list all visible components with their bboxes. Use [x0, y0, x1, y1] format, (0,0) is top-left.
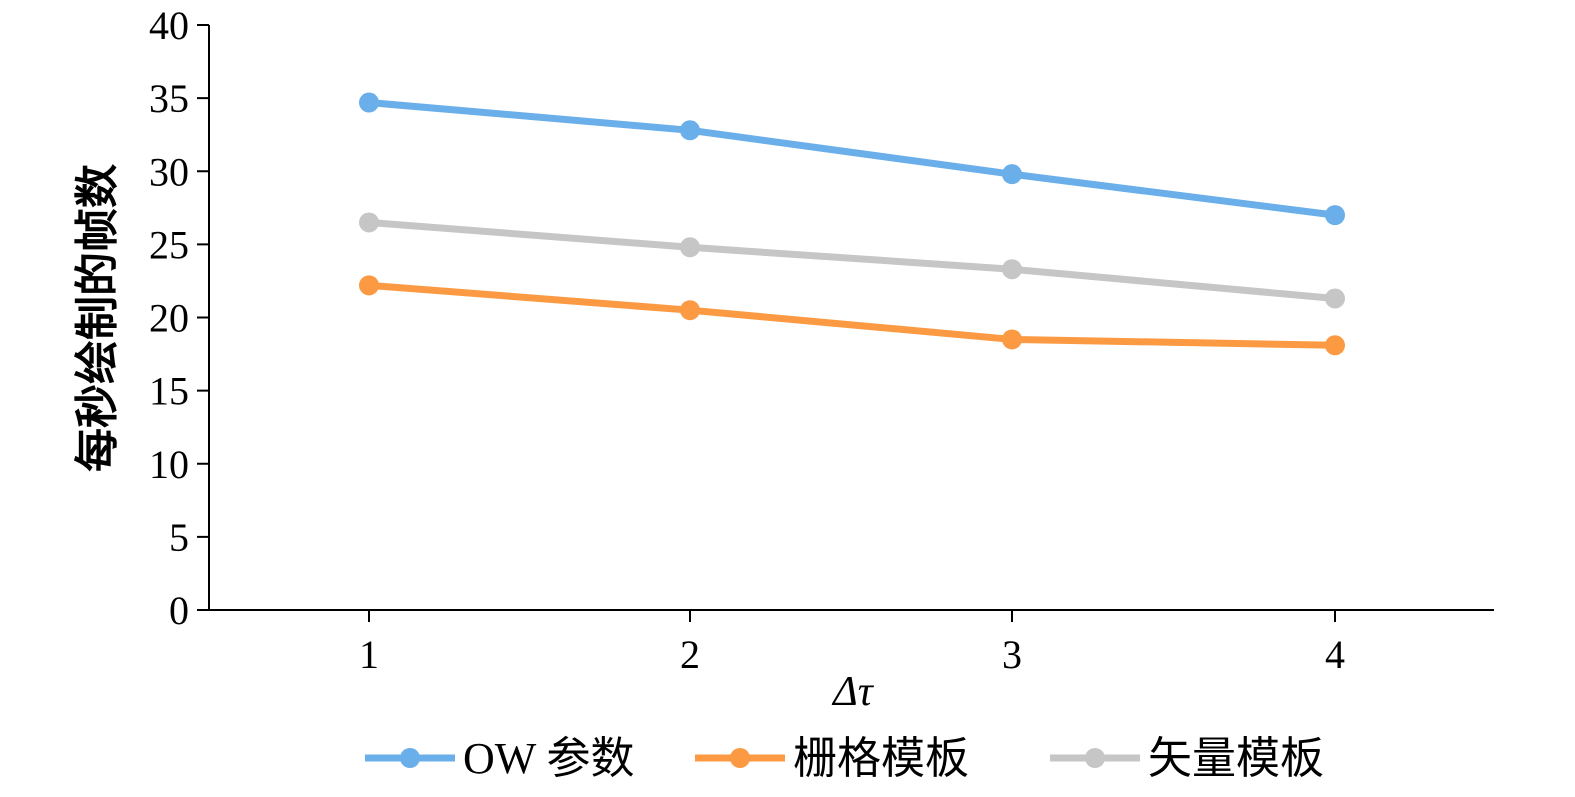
y-tick-label: 35 [149, 76, 189, 121]
legend-marker [1085, 748, 1105, 768]
y-tick-label: 5 [169, 515, 189, 560]
data-point [359, 92, 379, 113]
series-1 [359, 92, 1345, 226]
data-point [1325, 288, 1345, 309]
data-point [680, 237, 700, 258]
data-point [1325, 335, 1345, 356]
x-tick-label: 1 [359, 632, 379, 677]
series-2 [359, 275, 1345, 356]
data-point [680, 300, 700, 321]
series-3 [359, 212, 1345, 309]
legend-item: OW 参数 [365, 734, 635, 783]
legend-label: OW 参数 [463, 734, 635, 783]
y-axis-title: 每秒绘制的帧数 [73, 164, 122, 472]
y-ticks: 0 5 10 15 20 25 30 35 40 [149, 3, 209, 633]
legend-label: 矢量模板 [1148, 734, 1324, 783]
legend-label: 栅格模板 [793, 734, 969, 783]
legend-item: 栅格模板 [695, 734, 969, 783]
y-tick-label: 0 [169, 588, 189, 633]
x-axis-title: Δτ [831, 669, 875, 715]
y-tick-label: 25 [149, 222, 189, 267]
y-tick-label: 15 [149, 369, 189, 414]
x-ticks: 1 2 3 4 [359, 610, 1345, 677]
data-point [359, 275, 379, 296]
x-tick-label: 4 [1325, 632, 1345, 677]
y-tick-label: 20 [149, 296, 189, 341]
y-tick-label: 10 [149, 442, 189, 487]
series-line [365, 218, 1339, 302]
data-point [1325, 205, 1345, 226]
legend: OW 参数 栅格模板 矢量模板 [365, 734, 1324, 783]
y-tick-label: 40 [149, 3, 189, 48]
x-tick-label: 2 [680, 632, 700, 677]
legend-item: 矢量模板 [1050, 734, 1324, 783]
data-point [1002, 164, 1022, 185]
data-point [680, 120, 700, 141]
x-tick-label: 3 [1002, 632, 1022, 677]
axes: 0 5 10 15 20 25 30 35 40 1 2 3 4 [149, 3, 1494, 677]
series-line [365, 281, 1339, 349]
data-point [1002, 329, 1022, 350]
data-point [1002, 259, 1022, 280]
plot-series [359, 92, 1345, 356]
legend-marker [400, 748, 420, 768]
series-line [365, 99, 1339, 219]
legend-marker [730, 748, 750, 768]
data-point [359, 212, 379, 233]
y-tick-label: 30 [149, 149, 189, 194]
